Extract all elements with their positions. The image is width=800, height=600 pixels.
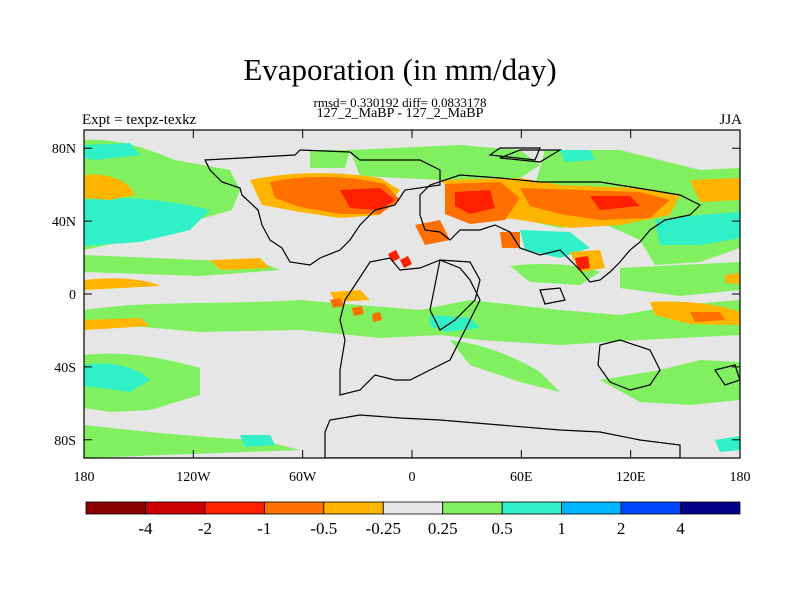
y-tick-label: 40S [54, 361, 76, 376]
colorbar-label: -4 [138, 519, 153, 538]
colorbar-label: -0.25 [366, 519, 401, 538]
x-tick-label: 180 [74, 470, 95, 485]
map-field [84, 130, 740, 458]
cases-subtitle: 127_2_MaBP - 127_2_MaBP [316, 106, 484, 121]
colorbar-label: -2 [198, 519, 212, 538]
x-tick-label: 120W [176, 470, 211, 485]
red-contours [340, 188, 640, 270]
colorbar: -4 -2 -1 -0.5 -0.25 0.25 0.5 1 2 4 [85, 501, 741, 538]
colorbar-swatch [382, 501, 444, 515]
colorbar-swatch [85, 501, 146, 515]
colorbar-label: -0.5 [310, 519, 337, 538]
colorbar-swatch [561, 501, 622, 515]
colorbar-swatch [145, 501, 206, 515]
colorbar-label: 1 [557, 519, 566, 538]
season-label: JJA [719, 112, 742, 128]
colorbar-label: 0.25 [428, 519, 458, 538]
y-axis: 80N 40N 0 40S 80S [52, 142, 740, 449]
x-tick-label: 120E [616, 470, 646, 485]
y-tick-label: 80S [54, 434, 76, 449]
colorbar-swatch [680, 501, 741, 515]
x-axis: 180 120W 60W 0 60E 120E 180 [74, 130, 751, 485]
x-tick-label: 60E [510, 470, 533, 485]
colorbar-label: 4 [676, 519, 685, 538]
cyan-contours [84, 143, 740, 452]
x-tick-label: 0 [409, 470, 416, 485]
stats-subtitle: rmsd= 0.330192 diff= 0.0833178 [313, 95, 487, 110]
colorbar-swatch [442, 501, 503, 515]
colorbar-swatch [323, 501, 384, 515]
colorbar-swatch [204, 501, 265, 515]
y-tick-label: 0 [69, 288, 76, 303]
map-title: Evaporation (in mm/day) [243, 52, 557, 87]
colorbar-label: 0.5 [492, 519, 513, 538]
coastlines [204, 147, 740, 458]
colorbar-label: 2 [617, 519, 626, 538]
colorbar-swatch [263, 501, 325, 515]
y-tick-label: 40N [52, 215, 76, 230]
colorbar-swatch [501, 501, 563, 515]
colorbar-swatch [620, 501, 681, 515]
y-tick-label: 80N [52, 142, 76, 157]
colorbar-label: -1 [257, 519, 271, 538]
experiment-label: Expt = texpz-texkz [82, 112, 197, 128]
x-tick-label: 60W [289, 470, 317, 485]
x-tick-label: 180 [730, 470, 751, 485]
